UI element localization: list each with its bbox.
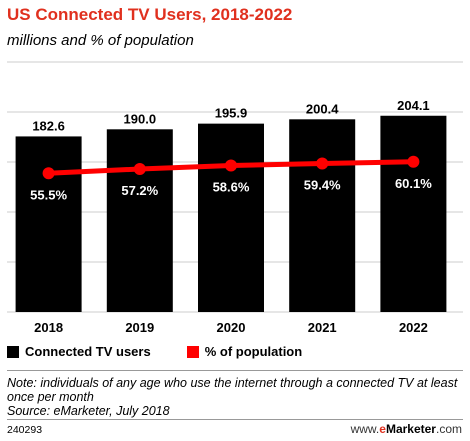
source-text: Source: eMarketer, July 2018: [7, 404, 170, 418]
line-point-2022: [407, 155, 420, 168]
bar-label-2019: 190.0: [124, 111, 157, 126]
divider-bottom: [7, 419, 463, 420]
bar-2022: [380, 115, 447, 312]
chart-note: Note: individuals of any age who use the…: [7, 376, 463, 418]
bar-2020: [198, 123, 264, 312]
x-tick-2018: 2018: [34, 320, 63, 335]
bar-label-2020: 195.9: [215, 106, 248, 121]
line-label-2019: 57.2%: [121, 183, 158, 198]
bar-label-2021: 200.4: [306, 101, 339, 116]
chart-title: US Connected TV Users, 2018-2022: [7, 5, 293, 24]
legend-swatch-line: [186, 345, 199, 358]
legend-item-bars: Connected TV users: [7, 344, 151, 359]
bar-2018: [15, 136, 82, 312]
x-tick-2020: 2020: [217, 320, 246, 335]
legend-label-bars: Connected TV users: [25, 344, 151, 359]
legend-swatch-bars: [7, 345, 19, 358]
x-tick-2019: 2019: [125, 320, 154, 335]
logo-brand: Marketer: [385, 422, 436, 436]
line-label-2022: 60.1%: [395, 176, 432, 191]
logo-prefix: www.: [350, 422, 380, 436]
divider-top: [7, 370, 463, 371]
bar-2019: [106, 129, 173, 312]
line-point-2021: [316, 157, 329, 170]
line-point-2020: [225, 159, 237, 172]
x-tick-2021: 2021: [308, 320, 337, 335]
note-text: Note: individuals of any age who use the…: [7, 376, 458, 404]
line-label-2018: 55.5%: [30, 187, 67, 202]
line-point-2019: [133, 163, 146, 175]
legend-item-line: % of population: [186, 344, 303, 359]
emarketer-logo: www.eMarketer.com: [351, 422, 462, 436]
line-point-2018: [42, 167, 55, 180]
chart-subtitle: millions and % of population: [7, 32, 194, 49]
chart-id: 240293: [7, 424, 43, 436]
legend: Connected TV users % of population: [7, 344, 338, 359]
x-tick-2022: 2022: [399, 320, 428, 335]
logo-suffix: .com: [435, 422, 462, 436]
line-label-2020: 58.6%: [213, 180, 250, 195]
chart: 182.6 190.0 195.9 200.4 204.1 55.5% 57.2% 58.6…: [7, 61, 463, 335]
line-label-2021: 59.4%: [304, 178, 341, 193]
bar-2021: [289, 119, 356, 312]
bar-label-2022: 204.1: [397, 98, 430, 113]
legend-label-line: % of population: [204, 344, 303, 359]
logo-brand-e: e: [379, 422, 386, 436]
bar-label-2018: 182.6: [32, 118, 65, 133]
